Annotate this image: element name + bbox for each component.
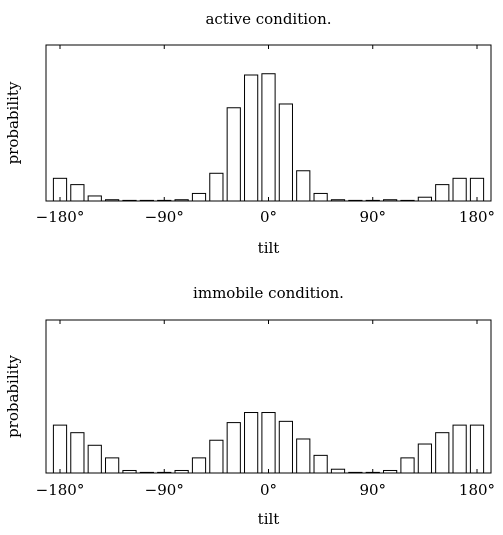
bar [174,199,189,202]
bar [105,457,120,474]
y-axis-label: probability [4,81,22,164]
y-axis-label: probability [4,355,22,438]
bar [70,184,85,202]
bar [139,199,154,202]
bar [226,422,241,474]
x-tick-label: −90° [145,481,184,499]
bar [226,107,241,202]
bar [191,192,207,202]
bar [244,74,259,202]
x-tick-label: −180° [36,208,85,226]
bar [261,412,276,474]
bar [435,432,450,474]
x-tick-label: 90° [359,481,386,499]
x-axis-label: tilt [258,510,280,528]
bar [105,199,120,202]
bar [313,454,328,474]
bar [400,457,415,474]
bar [383,469,398,474]
bar [383,199,398,202]
bar [52,424,68,474]
bar [452,177,467,202]
bar [70,432,85,474]
bar [87,195,102,202]
x-tick-label: 180° [459,208,495,226]
bar [278,103,293,202]
bar [330,199,346,202]
bar [400,199,415,202]
chart-title: active condition. [205,10,331,28]
x-tick-label: 0° [260,208,277,226]
chart-title: immobile condition. [193,284,344,302]
x-tick-label: 90° [359,208,386,226]
x-tick-label: 0° [260,481,277,499]
bar [191,457,207,474]
bar [174,469,189,474]
bar [348,199,363,202]
bar [278,420,293,474]
bar [417,196,432,202]
bar [452,424,467,474]
bar [348,471,363,474]
bar [313,192,328,202]
bar [330,468,346,474]
x-tick-label: −180° [36,481,85,499]
bar [209,439,224,474]
bar [435,184,450,202]
bar [87,444,102,474]
bar [122,199,137,202]
bar [244,412,259,474]
bar [261,73,276,202]
bar [139,471,154,474]
x-tick-label: 180° [459,481,495,499]
x-axis-label: tilt [258,239,280,257]
bar [296,170,311,202]
bar [469,424,485,474]
bar [417,443,432,474]
bar [296,438,311,474]
bar [209,172,224,202]
x-tick-label: −90° [145,208,184,226]
bar [122,469,137,474]
